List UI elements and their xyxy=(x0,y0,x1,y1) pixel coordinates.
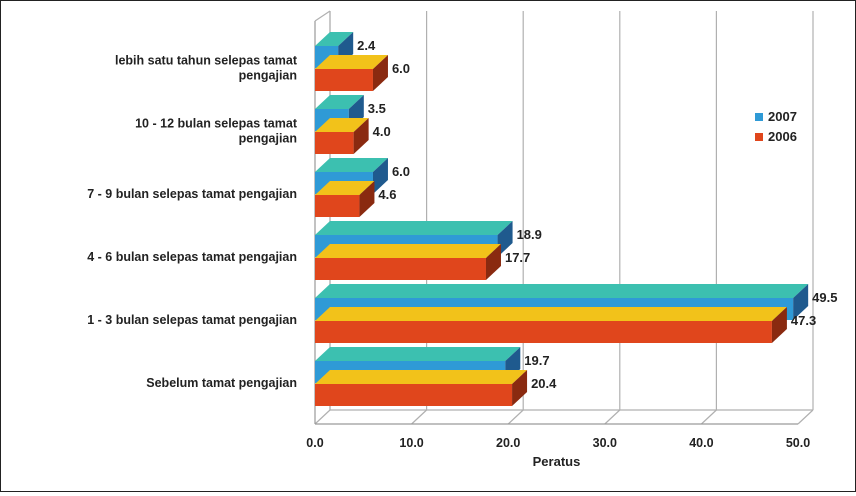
data-label-2007: 18.9 xyxy=(517,227,542,242)
legend-label-2007: 2007 xyxy=(768,109,797,124)
bar-2006-side xyxy=(485,244,501,280)
bar-2006 xyxy=(315,195,360,217)
data-label-2006: 4.6 xyxy=(378,187,396,202)
wall-top-edge xyxy=(314,10,331,22)
gridline-floor xyxy=(797,409,814,425)
bar-2007-top xyxy=(315,158,388,172)
legend-swatch-2007 xyxy=(755,113,763,121)
bar-2006-top xyxy=(315,55,388,69)
bar-2007-top xyxy=(315,347,521,361)
data-label-2006: 20.4 xyxy=(531,376,557,391)
bar-2006 xyxy=(315,69,373,91)
bar-2006-top xyxy=(315,244,501,258)
gridline-floor xyxy=(700,409,717,425)
gridline-floor xyxy=(507,409,524,425)
data-label-2007: 49.5 xyxy=(812,290,837,305)
bar-2007-top xyxy=(315,221,513,235)
data-label-2006: 47.3 xyxy=(791,313,816,328)
category-label: pengajian xyxy=(239,132,297,146)
data-label-2007: 6.0 xyxy=(392,164,410,179)
bar-2006-side xyxy=(512,370,528,406)
bar-2006-side xyxy=(771,307,787,343)
x-tick-label: 10.0 xyxy=(399,436,423,450)
data-label-2006: 4.0 xyxy=(373,124,391,139)
category-label: 4 - 6 bulan selepas tamat pengajian xyxy=(87,250,297,264)
data-label-2007: 19.7 xyxy=(524,353,549,368)
bar-2006 xyxy=(315,384,513,406)
legend-swatch-2006 xyxy=(755,133,763,141)
gridline-floor xyxy=(604,409,621,425)
bar-2006 xyxy=(315,132,354,154)
x-tick-label: 30.0 xyxy=(593,436,617,450)
bar-2006-top xyxy=(315,118,369,132)
gridline-floor xyxy=(411,409,428,425)
bar-2006-top xyxy=(315,370,528,384)
category-label: pengajian xyxy=(239,69,297,83)
bar-2007-side xyxy=(497,221,513,257)
bar-2007-top xyxy=(315,284,809,298)
category-label: 7 - 9 bulan selepas tamat pengajian xyxy=(87,187,297,201)
legend-label-2006: 2006 xyxy=(768,129,797,144)
bar-2007-top xyxy=(315,95,364,109)
x-tick-label: 40.0 xyxy=(689,436,713,450)
data-label-2007: 2.4 xyxy=(357,38,376,53)
bar-2007-side xyxy=(372,158,388,194)
bar-2006-top xyxy=(315,307,787,321)
x-tick-label: 0.0 xyxy=(306,436,323,450)
data-label-2006: 17.7 xyxy=(505,250,530,265)
bar-2006 xyxy=(315,258,486,280)
x-axis-title: Peratus xyxy=(533,454,581,469)
data-label-2007: 3.5 xyxy=(368,101,386,116)
category-label: Sebelum tamat pengajian xyxy=(146,376,297,390)
bar-2007-side xyxy=(793,284,809,320)
bar-2006 xyxy=(315,321,772,343)
bar-2006-side xyxy=(359,181,375,217)
bar-2007-top xyxy=(315,32,354,46)
data-label-2006: 6.0 xyxy=(392,61,410,76)
category-label: 1 - 3 bulan selepas tamat pengajian xyxy=(87,313,297,327)
bar-2006-side xyxy=(372,55,388,91)
category-label: lebih satu tahun selepas tamat xyxy=(115,54,298,68)
category-label: 10 - 12 bulan selepas tamat xyxy=(135,117,298,131)
bar-2006-top xyxy=(315,181,375,195)
gridline-floor xyxy=(314,409,331,425)
x-tick-label: 50.0 xyxy=(786,436,810,450)
bar-2006-side xyxy=(353,118,369,154)
x-tick-label: 20.0 xyxy=(496,436,520,450)
